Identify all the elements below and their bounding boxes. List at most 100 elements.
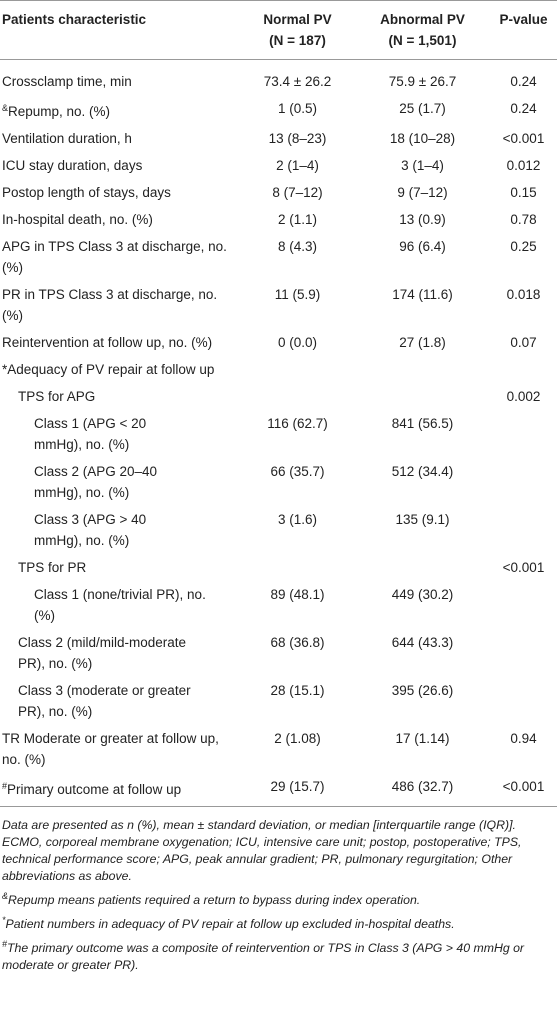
- row-label: #Primary outcome at follow up: [0, 773, 240, 807]
- label-text: APG in TPS Class 3 at discharge, no. (%): [2, 239, 227, 275]
- row-label: PR in TPS Class 3 at discharge, no. (%): [0, 281, 240, 329]
- table-row: #Primary outcome at follow up 29 (15.7) 48…: [0, 773, 557, 807]
- value-cell: 644 (43.3): [391, 635, 454, 650]
- value-cell: [355, 356, 490, 383]
- value-cell: 449 (30.2): [391, 587, 454, 602]
- value-cell: 512 (34.4): [391, 464, 454, 479]
- footnote: &Repump means patients required a return…: [2, 888, 555, 909]
- value-cell: 66 (35.7): [270, 464, 325, 479]
- value-cell: [490, 506, 557, 554]
- row-label: In-hospital death, no. (%): [0, 206, 240, 233]
- footnote-mark: *: [2, 915, 6, 925]
- table-row: Class 2 (mild/mild-moderate PR), no. (%)…: [0, 629, 557, 677]
- row-label: Class 3 (moderate or greater PR), no. (%…: [0, 677, 240, 725]
- value-cell: 13 (0.9): [399, 212, 446, 227]
- value-cell: 116 (62.7): [267, 416, 328, 431]
- footnotes: Data are presented as n (%), mean ± stan…: [0, 807, 557, 974]
- label-text: ICU stay duration, days: [2, 158, 143, 173]
- value-cell: 13 (8–23): [268, 131, 327, 146]
- value-cell: 17 (1.14): [395, 731, 450, 746]
- table-body: Crossclamp time, min 73.4 ± 26.2 75.9 ± 26…: [0, 60, 557, 807]
- footnote-mark: &: [2, 103, 9, 113]
- table-row: &Repump, no. (%) 1 (0.5) 25 (1.7) 0.24: [0, 95, 557, 125]
- value-cell: 0.24: [510, 74, 537, 89]
- footnote: *Patient numbers in adequacy of PV repai…: [2, 912, 555, 933]
- value-cell: [240, 554, 355, 581]
- table-row: ICU stay duration, days 2 (1–4) 3 (1–4) 0.0…: [0, 152, 557, 179]
- row-label: Reintervention at follow up, no. (%): [0, 329, 240, 356]
- label-text: Ventilation duration, h: [2, 131, 132, 146]
- value-cell: 3 (1.6): [277, 512, 318, 527]
- header-cell: Patients characteristic: [2, 12, 147, 27]
- value-cell: <0.001: [502, 779, 545, 794]
- table-row: In-hospital death, no. (%) 2 (1.1) 13 (0.9…: [0, 206, 557, 233]
- table-row: Postop length of stays, days 8 (7–12) 9 (7…: [0, 179, 557, 206]
- header-row: Patients characteristic Normal PV (N = 18…: [0, 1, 557, 60]
- row-label: Ventilation duration, h: [0, 125, 240, 152]
- value-cell: [240, 356, 355, 383]
- value-cell: 0.78: [510, 212, 537, 227]
- label-text: Primary outcome at follow up: [7, 782, 182, 797]
- table-row: TPS for APG 0.002: [0, 383, 557, 410]
- value-cell: 29 (15.7): [270, 779, 325, 794]
- label-text: Class 1 (APG < 20 mmHg), no. (%): [34, 416, 147, 452]
- table-row: *Adequacy of PV repair at follow up: [0, 356, 557, 383]
- header-cell: P-value: [499, 12, 548, 27]
- value-cell: 0.24: [510, 101, 537, 116]
- header-cell: Abnormal PV (N = 1,501): [355, 1, 490, 60]
- row-label: TPS for PR: [0, 554, 240, 581]
- footnote-text: Data are presented as n (%), mean ± stan…: [2, 818, 522, 883]
- value-cell: 841 (56.5): [391, 416, 454, 431]
- label-text: Class 1 (none/trivial PR), no. (%): [34, 587, 206, 623]
- row-label: APG in TPS Class 3 at discharge, no. (%): [0, 233, 240, 281]
- value-cell: [490, 629, 557, 677]
- table-row: Class 2 (APG 20–40 mmHg), no. (%) 66 (35.…: [0, 458, 557, 506]
- value-cell: 3 (1–4): [401, 158, 444, 173]
- value-cell: 27 (1.8): [399, 335, 446, 350]
- label-text: Class 3 (APG > 40 mmHg), no. (%): [34, 512, 147, 548]
- label-text: Class 3 (moderate or greater PR), no. (%…: [18, 683, 191, 719]
- table-header: Patients characteristic Normal PV (N = 18…: [0, 1, 557, 60]
- table-row: Class 3 (APG > 40 mmHg), no. (%) 3 (1.6) 1…: [0, 506, 557, 554]
- footnote-mark: #: [2, 781, 8, 791]
- results-table: Patients characteristic Normal PV (N = 18…: [0, 0, 557, 807]
- footnote: #The primary outcome was a composite of …: [2, 936, 555, 974]
- value-cell: 2 (1–4): [276, 158, 319, 173]
- value-cell: 0.94: [510, 731, 537, 746]
- value-cell: 9 (7–12): [397, 185, 448, 200]
- label-text: TR Moderate or greater at follow up, no.…: [2, 731, 219, 767]
- value-cell: [240, 383, 355, 410]
- table-row: APG in TPS Class 3 at discharge, no. (%)…: [0, 233, 557, 281]
- table-row: Class 3 (moderate or greater PR), no. (%…: [0, 677, 557, 725]
- value-cell: <0.001: [502, 131, 545, 146]
- label-text: PR in TPS Class 3 at discharge, no. (%): [2, 287, 218, 323]
- value-cell: 8 (7–12): [272, 185, 323, 200]
- header-text: (N = 187): [269, 33, 326, 48]
- header-text: Abnormal PV: [380, 12, 465, 27]
- row-label: Class 3 (APG > 40 mmHg), no. (%): [0, 506, 240, 554]
- value-cell: [355, 554, 490, 581]
- label-text: Postop length of stays, days: [2, 185, 171, 200]
- row-label: TPS for APG: [0, 383, 240, 410]
- value-cell: [490, 458, 557, 506]
- value-cell: 89 (48.1): [270, 587, 325, 602]
- table-row: TPS for PR <0.001: [0, 554, 557, 581]
- label-text: In-hospital death, no. (%): [2, 212, 153, 227]
- label-text: Class 2 (APG 20–40 mmHg), no. (%): [34, 464, 158, 500]
- footnote-text: Repump means patients required a return …: [8, 893, 421, 907]
- label-text: Crossclamp time, min: [2, 74, 132, 89]
- value-cell: 0.018: [506, 287, 541, 302]
- label-text: *Adequacy of PV repair at follow up: [2, 362, 215, 377]
- value-cell: [490, 677, 557, 725]
- value-cell: 8 (4.3): [277, 239, 318, 254]
- header-text: (N = 1,501): [388, 33, 457, 48]
- row-label: TR Moderate or greater at follow up, no.…: [0, 725, 240, 773]
- footnote: Data are presented as n (%), mean ± stan…: [2, 817, 555, 885]
- value-cell: 0.07: [510, 335, 537, 350]
- value-cell: [355, 383, 490, 410]
- value-cell: 18 (10–28): [389, 131, 456, 146]
- label-text: Reintervention at follow up, no. (%): [2, 335, 213, 350]
- row-label: *Adequacy of PV repair at follow up: [0, 356, 240, 383]
- value-cell: 1 (0.5): [277, 101, 318, 116]
